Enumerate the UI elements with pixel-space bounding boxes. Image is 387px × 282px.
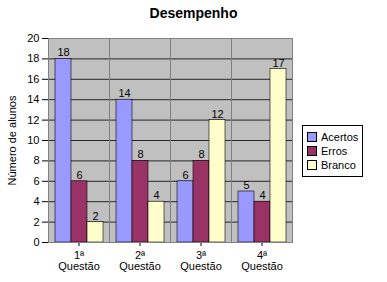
svg-text:4: 4: [259, 189, 265, 201]
svg-text:2ªQuestão: 2ªQuestão: [119, 249, 161, 272]
svg-text:20: 20: [27, 32, 39, 44]
svg-text:8: 8: [137, 148, 143, 160]
svg-text:4: 4: [33, 195, 39, 207]
svg-text:16: 16: [27, 73, 39, 85]
svg-text:14: 14: [27, 93, 39, 105]
html-text:Acertos: Acertos: [321, 131, 359, 143]
svg-text:1ªQuestão: 1ªQuestão: [58, 249, 100, 272]
svg-text:4: 4: [153, 189, 159, 201]
svg-text:3ªQuestão: 3ªQuestão: [180, 249, 222, 272]
html-text:Erros: Erros: [321, 145, 348, 157]
svg-text:8: 8: [33, 154, 39, 166]
svg-text:6: 6: [76, 169, 82, 181]
svg-text:8: 8: [198, 148, 204, 160]
html-text:Desempenho: Desempenho: [149, 5, 238, 21]
svg-text:2: 2: [92, 210, 98, 222]
html-text:Branco: Branco: [321, 159, 356, 171]
svg-text:18: 18: [57, 46, 69, 58]
svg-text:17: 17: [272, 57, 284, 69]
svg-text:14: 14: [118, 87, 130, 99]
svg-text:6: 6: [33, 175, 39, 187]
svg-text:10: 10: [27, 134, 39, 146]
svg-text:Número de alunos: Número de alunos: [6, 95, 18, 185]
svg-text:6: 6: [182, 169, 188, 181]
svg-text:12: 12: [27, 114, 39, 126]
svg-text:5: 5: [243, 179, 249, 191]
svg-text:0: 0: [33, 236, 39, 248]
svg-text:4ªQuestão: 4ªQuestão: [241, 249, 283, 272]
svg-text:18: 18: [27, 52, 39, 64]
svg-text:12: 12: [211, 108, 223, 120]
svg-text:2: 2: [33, 216, 39, 228]
